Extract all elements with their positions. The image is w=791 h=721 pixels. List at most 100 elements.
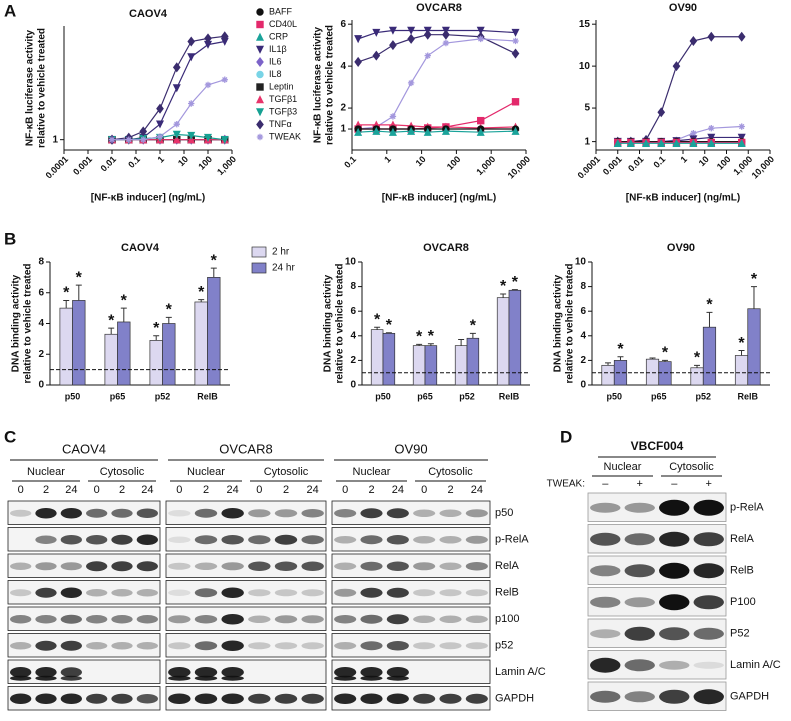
y-tick-label: 6	[350, 306, 356, 317]
band	[334, 509, 357, 518]
legend-swatch	[251, 262, 267, 274]
blot-row-label: RelA	[730, 533, 755, 545]
marker	[221, 76, 228, 83]
band	[10, 562, 32, 570]
band	[221, 508, 244, 519]
x-axis-label: [NF-κB inducer] (ng/mL)	[626, 193, 740, 204]
marker	[738, 123, 745, 130]
x-tick-label: p50	[375, 391, 391, 401]
band	[221, 667, 244, 678]
error-bar	[385, 332, 392, 334]
band	[659, 627, 690, 641]
band	[659, 594, 690, 611]
bar	[496, 297, 510, 386]
y-tick-label: 10	[575, 257, 587, 268]
band	[590, 532, 621, 546]
marker	[672, 61, 681, 72]
band	[465, 642, 488, 650]
band	[248, 615, 271, 623]
blot-row-label: P52	[730, 628, 750, 640]
legend-marker	[256, 70, 264, 79]
band	[439, 509, 462, 517]
x-tick-label: p52	[459, 391, 475, 401]
band	[465, 509, 488, 518]
error-bar	[511, 289, 518, 291]
marker	[389, 113, 397, 120]
legend-label: IL1β	[269, 44, 287, 54]
x-tick-label: p65	[417, 391, 433, 401]
band	[111, 561, 133, 572]
legend-label: TNFα	[269, 119, 292, 129]
band	[86, 693, 108, 704]
band	[301, 642, 324, 650]
band	[334, 562, 357, 570]
fraction-label: Nuclear	[187, 466, 225, 478]
y-tick-label: 6	[38, 287, 44, 298]
blot-strip	[331, 606, 491, 631]
marker	[511, 126, 520, 135]
x-tick-label: 100	[445, 154, 463, 172]
band	[86, 561, 108, 572]
significance: *	[500, 278, 507, 295]
x-axis-label: [NF-κB inducer] (ng/mL)	[382, 193, 496, 204]
band	[624, 597, 655, 608]
band	[248, 535, 271, 545]
marker	[204, 33, 212, 44]
marker	[354, 56, 362, 67]
blot-strip	[165, 527, 327, 552]
blot-strip	[331, 686, 491, 711]
error-bar	[165, 316, 172, 324]
marker	[423, 29, 432, 40]
legend-label: CRP	[269, 31, 288, 41]
marker	[372, 126, 381, 135]
lane-label: –	[671, 478, 678, 490]
band	[301, 589, 324, 597]
band	[35, 562, 57, 571]
band	[413, 615, 436, 623]
band	[301, 561, 324, 571]
significance: *	[76, 269, 83, 286]
blot-strip	[331, 527, 491, 552]
band	[590, 596, 621, 608]
y-tick-label: 6	[340, 19, 346, 30]
blot-strip	[7, 500, 161, 525]
y-tick-label: 0	[38, 380, 44, 391]
marker	[407, 26, 416, 35]
x-tick-label: 0.0001	[44, 154, 71, 181]
legend-swatch	[251, 246, 267, 258]
band	[439, 562, 462, 570]
band	[274, 693, 298, 704]
marker	[707, 138, 716, 147]
blot-title: VBCF004	[631, 439, 684, 453]
legend-label: BAFF	[269, 6, 293, 16]
band	[693, 689, 724, 705]
band	[659, 689, 690, 704]
error-bar	[416, 343, 423, 346]
marker	[690, 130, 697, 137]
y-tick-label: 10	[345, 257, 357, 268]
panel-label: B	[4, 229, 16, 248]
fraction-label: Nuclear	[604, 461, 642, 473]
band	[274, 561, 298, 571]
y-tick-label: 2	[580, 355, 586, 366]
band	[136, 589, 158, 597]
band	[693, 532, 724, 547]
band	[439, 589, 462, 597]
band	[693, 627, 724, 640]
marker	[477, 116, 485, 125]
marker	[613, 138, 622, 147]
y-tick-label: 4	[350, 330, 356, 341]
band	[35, 675, 57, 681]
band	[693, 661, 724, 669]
band	[35, 615, 57, 624]
error-bar	[738, 350, 745, 356]
band	[194, 641, 218, 651]
fraction-label: Cytosolic	[669, 461, 714, 473]
series-line	[358, 124, 516, 129]
band	[60, 535, 82, 545]
x-tick-label: RelB	[197, 391, 218, 401]
bar	[645, 358, 660, 386]
legend-marker	[255, 45, 265, 54]
blot-group-title: OV90	[394, 441, 427, 456]
x-tick-label: 0.0001	[576, 154, 603, 181]
